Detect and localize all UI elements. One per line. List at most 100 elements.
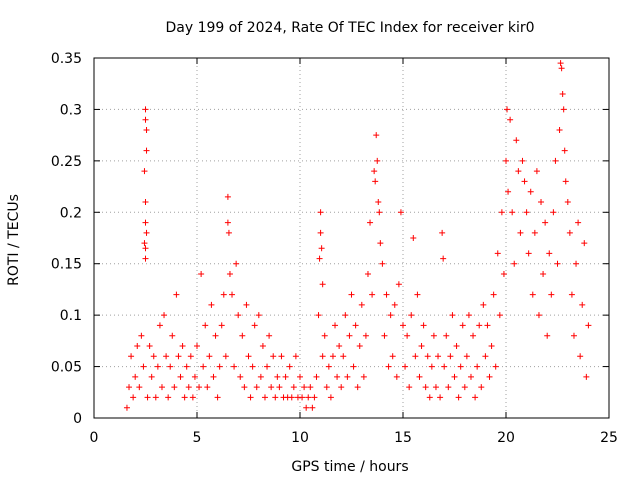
data-point bbox=[566, 229, 573, 236]
data-point bbox=[406, 384, 413, 391]
data-point bbox=[247, 394, 254, 401]
data-point bbox=[562, 178, 569, 185]
data-point bbox=[474, 363, 481, 370]
data-point bbox=[261, 394, 268, 401]
data-point bbox=[488, 343, 495, 349]
data-points bbox=[123, 60, 592, 411]
data-point bbox=[451, 373, 458, 380]
data-point bbox=[570, 332, 577, 339]
data-point bbox=[478, 384, 485, 391]
data-point bbox=[441, 363, 448, 370]
data-point bbox=[224, 193, 231, 200]
y-tick-label: 0.25 bbox=[51, 154, 82, 170]
data-point bbox=[142, 199, 149, 205]
grid-lines bbox=[94, 58, 609, 418]
data-point bbox=[134, 343, 141, 349]
data-point bbox=[136, 384, 143, 391]
data-point bbox=[585, 322, 592, 329]
data-point bbox=[542, 219, 549, 226]
data-point bbox=[412, 353, 419, 360]
data-point bbox=[286, 363, 293, 370]
data-point bbox=[305, 394, 312, 401]
data-point bbox=[461, 384, 468, 391]
data-point bbox=[336, 343, 343, 349]
data-point bbox=[517, 229, 524, 236]
data-point bbox=[212, 332, 219, 339]
data-point bbox=[568, 291, 575, 298]
data-point bbox=[505, 188, 512, 195]
data-point bbox=[204, 384, 211, 391]
data-point bbox=[334, 373, 341, 380]
data-point bbox=[321, 332, 328, 339]
data-point bbox=[455, 394, 462, 401]
data-point bbox=[443, 332, 450, 339]
data-point bbox=[414, 291, 421, 298]
data-point bbox=[307, 384, 314, 391]
data-point bbox=[276, 384, 283, 391]
data-point bbox=[463, 353, 470, 360]
data-point bbox=[309, 404, 316, 411]
data-point bbox=[237, 373, 244, 380]
data-point bbox=[278, 353, 285, 360]
data-point bbox=[303, 404, 310, 411]
data-point bbox=[140, 363, 147, 370]
data-point bbox=[577, 353, 584, 360]
data-point bbox=[509, 209, 516, 216]
data-point bbox=[447, 353, 454, 360]
data-point bbox=[274, 373, 281, 380]
data-point bbox=[142, 219, 149, 226]
data-point bbox=[430, 332, 437, 339]
y-tick-label: 0.05 bbox=[51, 360, 82, 376]
data-point bbox=[297, 373, 303, 380]
data-point bbox=[535, 312, 542, 319]
data-point bbox=[453, 343, 460, 349]
data-point bbox=[325, 363, 332, 370]
data-point bbox=[154, 363, 161, 370]
y-tick-label: 0.3 bbox=[60, 102, 82, 118]
x-axis-label: GPS time / hours bbox=[291, 459, 408, 475]
data-point bbox=[218, 322, 225, 329]
data-point bbox=[375, 199, 382, 205]
data-point bbox=[169, 332, 176, 339]
data-point bbox=[550, 209, 557, 216]
data-point bbox=[233, 260, 240, 267]
data-point bbox=[175, 353, 182, 360]
data-point bbox=[220, 291, 227, 298]
data-point bbox=[198, 271, 205, 277]
data-point bbox=[202, 322, 209, 329]
data-point bbox=[323, 384, 330, 391]
data-point bbox=[372, 178, 379, 185]
data-point bbox=[439, 229, 446, 236]
data-point bbox=[290, 384, 297, 391]
data-point bbox=[400, 322, 406, 329]
data-point bbox=[559, 91, 566, 97]
data-point bbox=[239, 332, 246, 339]
data-point bbox=[181, 394, 188, 401]
plot-frame bbox=[93, 57, 610, 419]
data-point bbox=[383, 291, 390, 298]
data-point bbox=[143, 229, 150, 236]
data-point bbox=[319, 353, 326, 360]
data-point bbox=[142, 106, 149, 113]
data-point bbox=[504, 106, 511, 113]
data-point bbox=[141, 168, 148, 175]
data-point bbox=[465, 312, 472, 319]
data-point bbox=[249, 363, 256, 370]
data-point bbox=[418, 343, 425, 349]
data-point bbox=[177, 373, 184, 380]
x-tick-label: 0 bbox=[90, 430, 99, 446]
data-point bbox=[426, 394, 433, 401]
data-point bbox=[445, 384, 452, 391]
data-point bbox=[338, 384, 345, 391]
data-point bbox=[467, 373, 474, 380]
data-point bbox=[546, 250, 553, 257]
data-point bbox=[257, 373, 264, 380]
data-point bbox=[165, 394, 172, 401]
data-point bbox=[557, 60, 564, 67]
data-point bbox=[527, 188, 534, 195]
data-point bbox=[311, 394, 318, 401]
data-point bbox=[358, 301, 365, 308]
data-point bbox=[583, 373, 590, 380]
data-point bbox=[143, 147, 150, 154]
x-tick-label: 15 bbox=[394, 430, 412, 446]
